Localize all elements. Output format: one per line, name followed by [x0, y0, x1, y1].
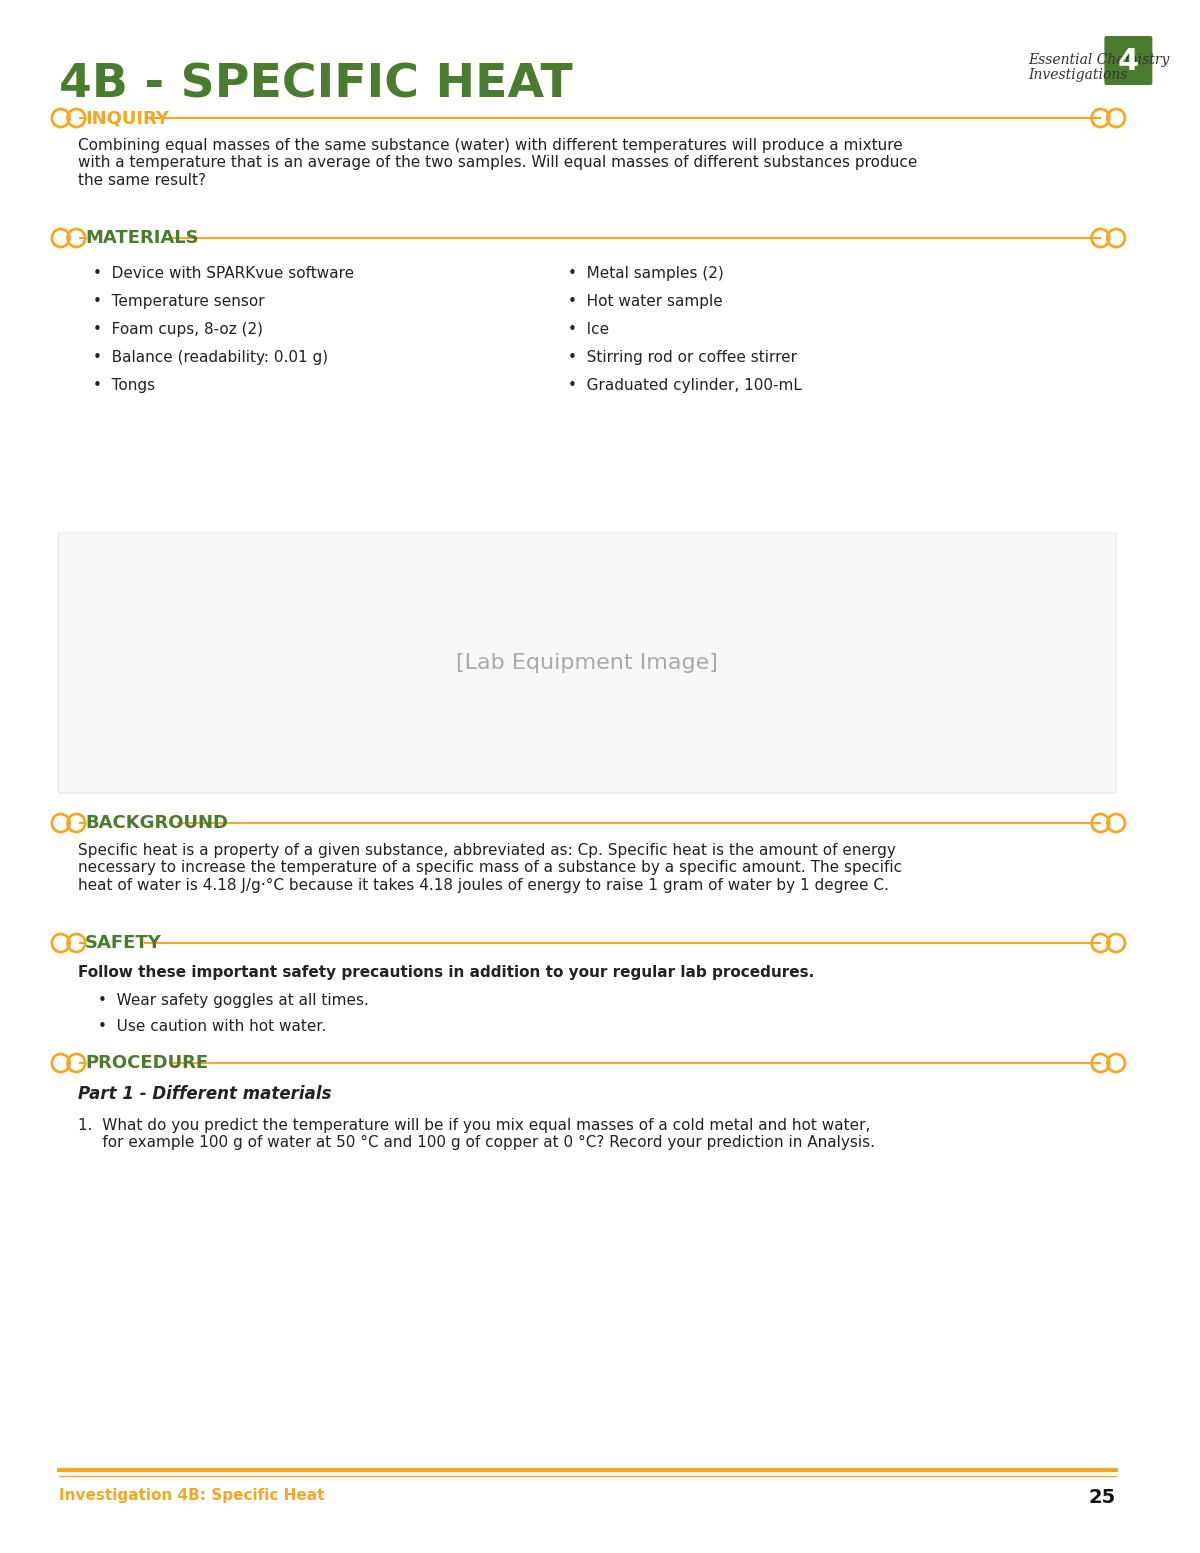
- Text: SAFETY: SAFETY: [85, 933, 162, 952]
- Text: PROCEDURE: PROCEDURE: [85, 1054, 209, 1072]
- Text: Specific heat is a property of a given substance, abbreviated as: Cp. Specific h: Specific heat is a property of a given s…: [78, 843, 902, 893]
- Text: •  Balance (readability: 0.01 g): • Balance (readability: 0.01 g): [94, 349, 328, 365]
- Text: Part 1 - Different materials: Part 1 - Different materials: [78, 1086, 332, 1103]
- Circle shape: [72, 1058, 82, 1068]
- Circle shape: [72, 818, 82, 828]
- Circle shape: [1096, 113, 1105, 123]
- Text: 4: 4: [1117, 47, 1139, 76]
- Circle shape: [56, 113, 66, 123]
- Text: •  Wear safety goggles at all times.: • Wear safety goggles at all times.: [98, 992, 368, 1008]
- Circle shape: [1096, 938, 1105, 947]
- Circle shape: [1096, 1058, 1105, 1068]
- Text: 1.  What do you predict the temperature will be if you mix equal masses of a col: 1. What do you predict the temperature w…: [78, 1118, 875, 1151]
- Text: •  Ice: • Ice: [568, 321, 608, 337]
- Text: •  Metal samples (2): • Metal samples (2): [568, 266, 724, 281]
- Text: 25: 25: [1088, 1488, 1116, 1506]
- Circle shape: [1111, 1058, 1121, 1068]
- Text: BACKGROUND: BACKGROUND: [85, 814, 228, 832]
- Circle shape: [1111, 113, 1121, 123]
- Circle shape: [56, 818, 66, 828]
- Circle shape: [56, 1058, 66, 1068]
- Text: 4B - SPECIFIC HEAT: 4B - SPECIFIC HEAT: [59, 64, 572, 109]
- Circle shape: [56, 938, 66, 947]
- Circle shape: [1096, 818, 1105, 828]
- Circle shape: [72, 938, 82, 947]
- Circle shape: [56, 233, 66, 242]
- Text: •  Temperature sensor: • Temperature sensor: [94, 294, 265, 309]
- Circle shape: [1111, 818, 1121, 828]
- Text: •  Graduated cylinder, 100-mL: • Graduated cylinder, 100-mL: [568, 377, 802, 393]
- Text: [Lab Equipment Image]: [Lab Equipment Image]: [456, 652, 719, 672]
- Text: MATERIALS: MATERIALS: [85, 228, 199, 247]
- Text: Combining equal masses of the same substance (water) with different temperatures: Combining equal masses of the same subst…: [78, 138, 918, 188]
- Text: INQUIRY: INQUIRY: [85, 109, 169, 127]
- Text: •  Hot water sample: • Hot water sample: [568, 294, 722, 309]
- Text: Investigations: Investigations: [1028, 68, 1127, 82]
- FancyBboxPatch shape: [59, 533, 1116, 794]
- Text: Follow these important safety precautions in addition to your regular lab proced: Follow these important safety precaution…: [78, 964, 815, 980]
- Text: •  Foam cups, 8-oz (2): • Foam cups, 8-oz (2): [94, 321, 263, 337]
- Circle shape: [1096, 233, 1105, 242]
- Text: Investigation 4B: Specific Heat: Investigation 4B: Specific Heat: [59, 1488, 324, 1503]
- Circle shape: [1111, 938, 1121, 947]
- Circle shape: [1111, 233, 1121, 242]
- FancyBboxPatch shape: [1104, 36, 1152, 85]
- Circle shape: [72, 233, 82, 242]
- Text: •  Stirring rod or coffee stirrer: • Stirring rod or coffee stirrer: [568, 349, 797, 365]
- Circle shape: [72, 113, 82, 123]
- Text: •  Tongs: • Tongs: [94, 377, 155, 393]
- Text: Essential Chemistry: Essential Chemistry: [1028, 53, 1169, 67]
- Text: •  Use caution with hot water.: • Use caution with hot water.: [98, 1019, 326, 1034]
- Text: •  Device with SPARKvue software: • Device with SPARKvue software: [94, 266, 354, 281]
